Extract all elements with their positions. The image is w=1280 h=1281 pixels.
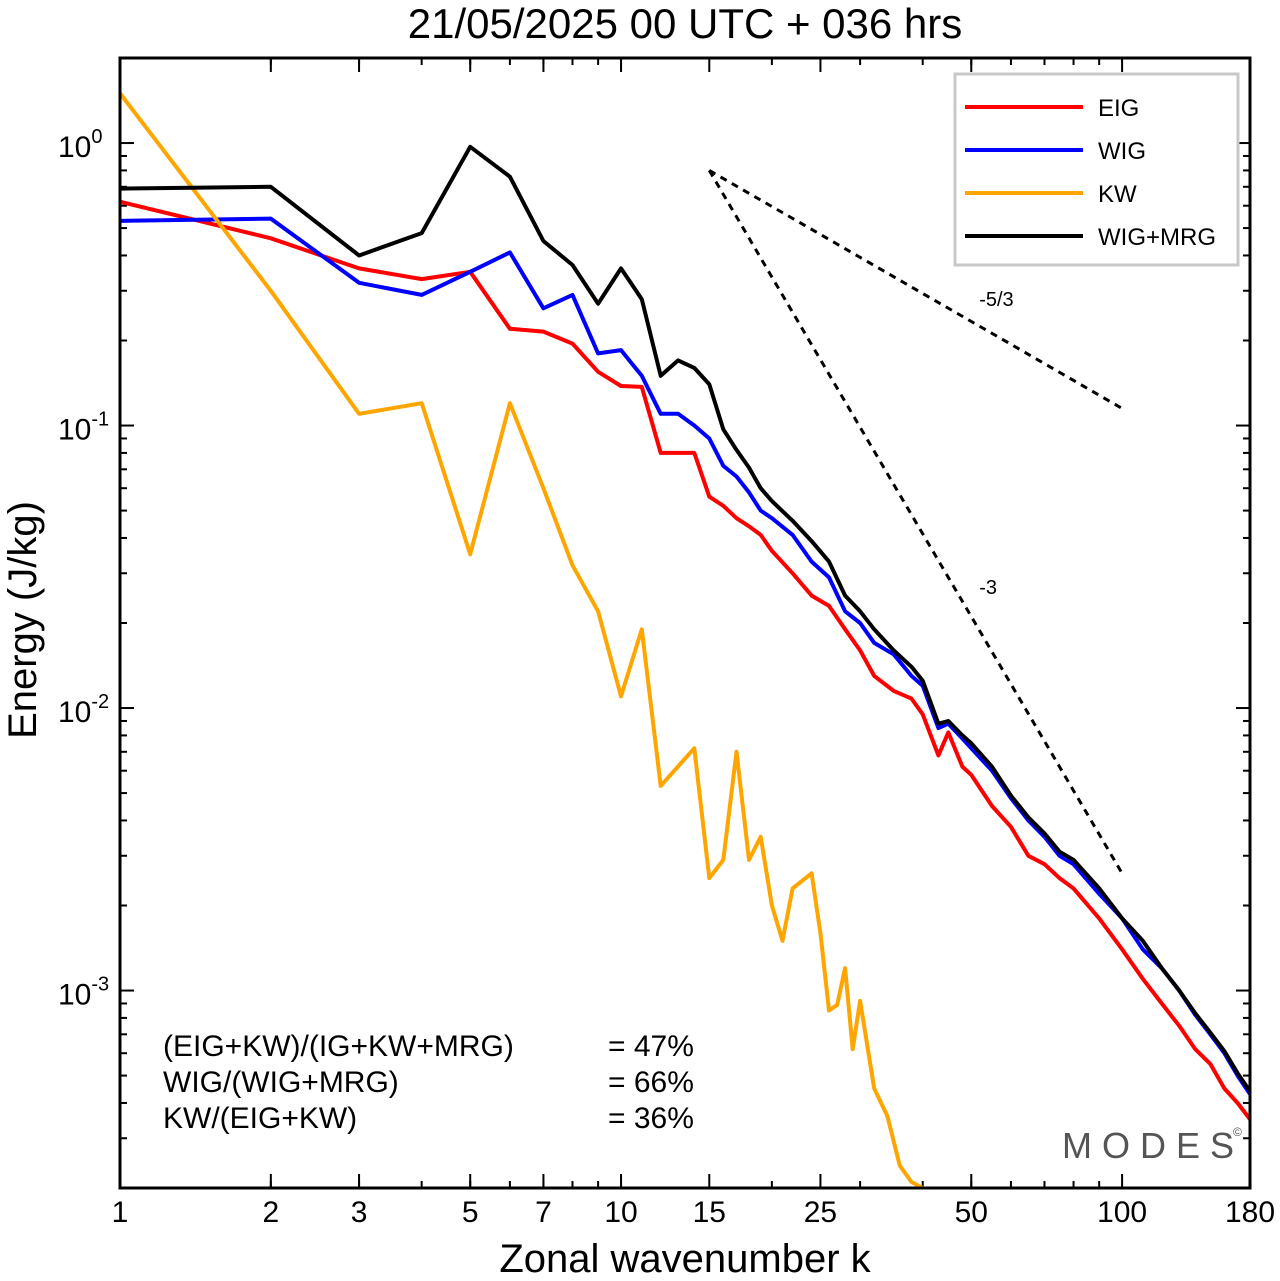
slope-label: -5/3 [979,289,1013,311]
slope-line [707,169,1124,875]
x-tick-label: 180 [1225,1196,1275,1229]
x-tick-label: 10 [604,1196,637,1229]
x-tick-label: 50 [955,1196,988,1229]
series-line-eig [120,199,1250,1121]
x-tick-label: 3 [351,1196,368,1229]
x-tick-label: 7 [535,1196,552,1229]
y-tick-label: 100 [58,126,103,164]
legend-label: EIG [1098,95,1139,122]
series-group [120,92,1250,1188]
stat-value: = 47% [608,1030,694,1063]
x-tick-label: 2 [262,1196,279,1229]
stat-label: KW/(EIG+KW) [163,1102,357,1135]
copyright-mark: © [1233,1125,1242,1139]
legend-label: WIG [1098,138,1146,165]
x-axis-label: Zonal wavenumber k [499,1237,871,1281]
reference-slopes: -5/3 -3 [707,169,1124,875]
stat-label: (EIG+KW)/(IG+KW+MRG) [163,1030,514,1063]
y-tick-label: 10-2 [58,691,109,729]
series-line-wig [120,216,1250,1096]
stat-value: = 36% [608,1102,694,1135]
x-tick-label: 100 [1097,1196,1147,1229]
legend: EIG WIG KW WIG+MRG [953,72,1240,267]
slope-label: -3 [979,577,997,599]
legend-label: WIG+MRG [1098,224,1216,251]
modes-watermark: MODES [1062,1125,1244,1166]
series-line-kw [120,92,924,1188]
series-line-wig-mrg [120,144,1250,1093]
stat-label: WIG/(WIG+MRG) [163,1066,399,1099]
y-tick-label: 10-1 [58,409,109,447]
legend-label: KW [1098,181,1137,208]
x-tick-label: 1 [112,1196,129,1229]
x-tick-label: 5 [462,1196,479,1229]
y-tick-label: 10-3 [58,974,109,1012]
x-tick-label: 25 [804,1196,837,1229]
stats-block: (EIG+KW)/(IG+KW+MRG) = 47% WIG/(WIG+MRG) = … [163,1030,694,1135]
stat-value: = 66% [608,1066,694,1099]
x-tick-label: 15 [693,1196,726,1229]
chart-title: 21/05/2025 00 UTC + 036 hrs [408,0,963,47]
slope-line [708,169,1123,410]
plot-frame [118,56,1252,1190]
y-axis-label: Energy (J/kg) [1,501,45,739]
